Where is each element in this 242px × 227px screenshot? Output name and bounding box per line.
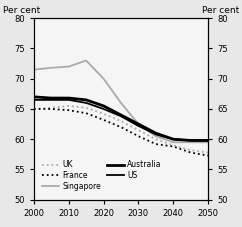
Text: Per cent: Per cent [202, 5, 240, 15]
Legend: UK, France, Singapore, Australia, US: UK, France, Singapore, Australia, US [39, 157, 165, 194]
Text: Per cent: Per cent [2, 5, 40, 15]
